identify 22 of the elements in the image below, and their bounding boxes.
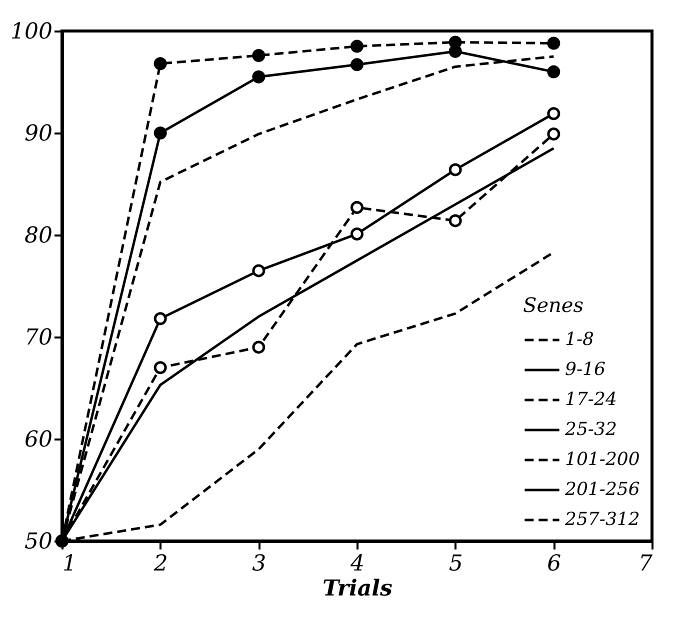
x-tick-label: 5 — [448, 552, 463, 576]
x-tick-label: 7 — [638, 552, 652, 576]
legend-label: 9-16 — [565, 359, 606, 380]
legend-label: 257-312 — [564, 509, 640, 530]
x-tick-label: 4 — [350, 552, 364, 576]
legend-label: 25-32 — [564, 419, 617, 440]
x-tick-label: 3 — [252, 552, 266, 576]
legend-label: 101-200 — [565, 449, 640, 470]
y-tick-label: 60 — [24, 428, 52, 452]
legend-label: 201-256 — [564, 479, 640, 500]
x-axis-title: Trials — [322, 576, 392, 602]
y-tick-label: 90 — [24, 122, 52, 146]
legend-label: 1-8 — [565, 329, 594, 350]
y-tick-label: 70 — [24, 326, 52, 350]
x-tick-label: 1 — [62, 552, 76, 576]
y-tick-label: 80 — [24, 224, 52, 248]
legend-label: 17-24 — [565, 389, 617, 410]
y-tick-label: 100 — [10, 20, 52, 44]
y-tick-label: 50 — [24, 530, 52, 554]
x-tick-label: 2 — [152, 552, 168, 576]
x-tick-label: 6 — [547, 552, 562, 576]
legend-title: Senes — [523, 293, 584, 317]
